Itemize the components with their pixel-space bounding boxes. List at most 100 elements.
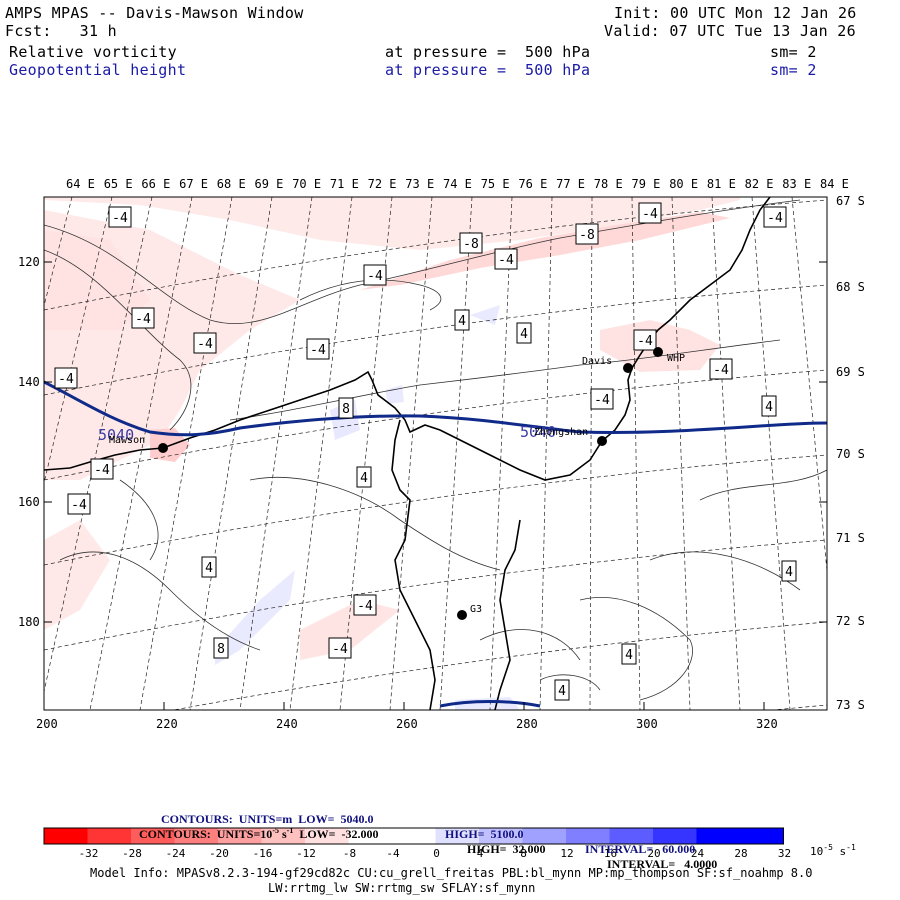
station-label: G3 bbox=[470, 604, 482, 615]
contour-label: 4 bbox=[458, 314, 466, 329]
vorticity-units-s: s bbox=[278, 827, 287, 841]
y-tick-label: 120 bbox=[18, 255, 40, 269]
lon-label: 64 E bbox=[66, 177, 95, 191]
lon-label: 83 E bbox=[782, 177, 811, 191]
station-markers: Davis WHP Mawson Zhongshan G3 bbox=[109, 347, 685, 620]
colorbar-swatch bbox=[87, 828, 132, 844]
station-dot bbox=[623, 363, 633, 373]
lat-label: 68 S bbox=[836, 280, 865, 294]
colorbar-swatch bbox=[609, 828, 654, 844]
contour-label-box bbox=[67, 493, 91, 515]
station-label: Mawson bbox=[109, 435, 145, 446]
colorbar-units: 10-5 s-1 bbox=[810, 843, 856, 858]
lon-label: 73 E bbox=[405, 177, 434, 191]
colorbar-swatch bbox=[174, 828, 219, 844]
colorbar-label: 0 bbox=[433, 847, 440, 860]
lon-label: 80 E bbox=[669, 177, 698, 191]
field1-name: Relative vorticity bbox=[9, 43, 177, 61]
colorbar-swatch bbox=[522, 828, 567, 844]
x-tick-label: 280 bbox=[516, 717, 538, 731]
lon-label: 82 E bbox=[745, 177, 774, 191]
model-info-line1: Model Info: MPASv8.2.3-194-gf29cd82c CU:… bbox=[90, 866, 813, 880]
colorbar-label: 8 bbox=[520, 847, 527, 860]
colorbar-swatch bbox=[653, 828, 697, 844]
station-dot bbox=[653, 347, 663, 357]
colorbar-label: 4 bbox=[477, 847, 484, 860]
field2-level: at pressure = 500 hPa bbox=[385, 61, 591, 79]
field2-name: Geopotential height bbox=[9, 61, 187, 79]
forecast-hour: Fcst: 31 h bbox=[5, 22, 117, 40]
contour-label: 8 bbox=[342, 402, 350, 417]
lon-label: 75 E bbox=[481, 177, 510, 191]
contour-label: -4 bbox=[71, 498, 87, 513]
colorbar-label: 12 bbox=[560, 847, 573, 860]
contour-label: -4 bbox=[58, 372, 74, 387]
colorbar-label: 20 bbox=[647, 847, 660, 860]
contour-label-box bbox=[781, 560, 797, 582]
contour-label-box bbox=[575, 223, 599, 245]
colorbar-label: 24 bbox=[691, 847, 705, 860]
y-tick-label: 180 bbox=[18, 615, 40, 629]
contour-label-box bbox=[590, 388, 614, 410]
lat-label: 67 S bbox=[836, 194, 865, 208]
lon-label: 65 E bbox=[104, 177, 133, 191]
longitude-labels: 64 E 65 E 66 E 67 E 68 E 69 E 70 E 71 E 72 E 73 E… bbox=[66, 177, 849, 191]
contour-label: -4 bbox=[713, 363, 729, 378]
height-contour-label-left: 5040 bbox=[98, 426, 134, 444]
lon-label: 68 E bbox=[217, 177, 246, 191]
height-contour-5040 bbox=[44, 380, 827, 437]
contour-label-box bbox=[621, 643, 637, 665]
contour-label: -4 bbox=[310, 343, 326, 358]
lon-label: 76 E bbox=[518, 177, 547, 191]
colorbar-label: -28 bbox=[122, 847, 142, 860]
map-plot-area: 5040 5040 -4-8-8-4-4 -4-4-4 44-4 -4-4-4-4-4… bbox=[44, 197, 827, 710]
colorbar-label: -20 bbox=[209, 847, 229, 860]
lon-label: 69 E bbox=[255, 177, 284, 191]
station-dot bbox=[158, 443, 168, 453]
vorticity-units-s-exponent: -1 bbox=[286, 826, 294, 835]
height-contour-south bbox=[439, 700, 541, 708]
height-contours-units: CONTOURS: UNITS=m LOW= 5040.0 bbox=[161, 812, 374, 826]
contour-label-box bbox=[638, 202, 662, 224]
contour-label-box bbox=[459, 232, 483, 254]
colorbar-label: 28 bbox=[734, 847, 747, 860]
contour-label: 4 bbox=[785, 565, 793, 580]
contour-label: -8 bbox=[463, 237, 479, 252]
lon-label: 81 E bbox=[707, 177, 736, 191]
contour-label: 4 bbox=[205, 561, 213, 576]
y-axis: 120 140 160 180 bbox=[18, 255, 827, 629]
contour-label-box bbox=[213, 637, 229, 659]
contour-label: 4 bbox=[360, 471, 368, 486]
contour-label-box bbox=[353, 594, 377, 616]
valid-time: Valid: 07 UTC Tue 13 Jan 26 bbox=[604, 22, 856, 40]
contour-label-box bbox=[761, 395, 777, 417]
contour-label: -4 bbox=[642, 207, 658, 222]
field2-smoothing: sm= 2 bbox=[770, 61, 817, 79]
contour-label: -4 bbox=[94, 463, 110, 478]
lon-label: 79 E bbox=[632, 177, 661, 191]
colorbar-label: -12 bbox=[296, 847, 316, 860]
lat-label: 72 S bbox=[836, 614, 865, 628]
lat-label: 69 S bbox=[836, 365, 865, 379]
colorbar-swatch bbox=[696, 828, 741, 844]
contour-label: -4 bbox=[498, 253, 514, 268]
contour-label: 4 bbox=[625, 648, 633, 663]
station-label: Davis bbox=[582, 356, 612, 367]
contour-label-box bbox=[90, 458, 114, 480]
lon-label: 71 E bbox=[330, 177, 359, 191]
colorbar-label: -8 bbox=[343, 847, 356, 860]
lat-label: 71 S bbox=[836, 531, 865, 545]
plot-frame bbox=[43, 196, 828, 711]
vorticity-contours-high: HIGH= 32.000 bbox=[467, 842, 546, 856]
contour-label: 8 bbox=[217, 642, 225, 657]
station-dot bbox=[457, 610, 467, 620]
station-dot bbox=[597, 436, 607, 446]
field1-smoothing: sm= 2 bbox=[770, 43, 817, 61]
contour-label-box bbox=[763, 206, 787, 228]
contour-label: -4 bbox=[357, 599, 373, 614]
contour-label: -4 bbox=[135, 312, 151, 327]
colorbar-swatch bbox=[305, 828, 349, 844]
colorbar-label: 32 bbox=[778, 847, 791, 860]
lon-label: 77 E bbox=[556, 177, 585, 191]
contour-label: -4 bbox=[367, 269, 383, 284]
